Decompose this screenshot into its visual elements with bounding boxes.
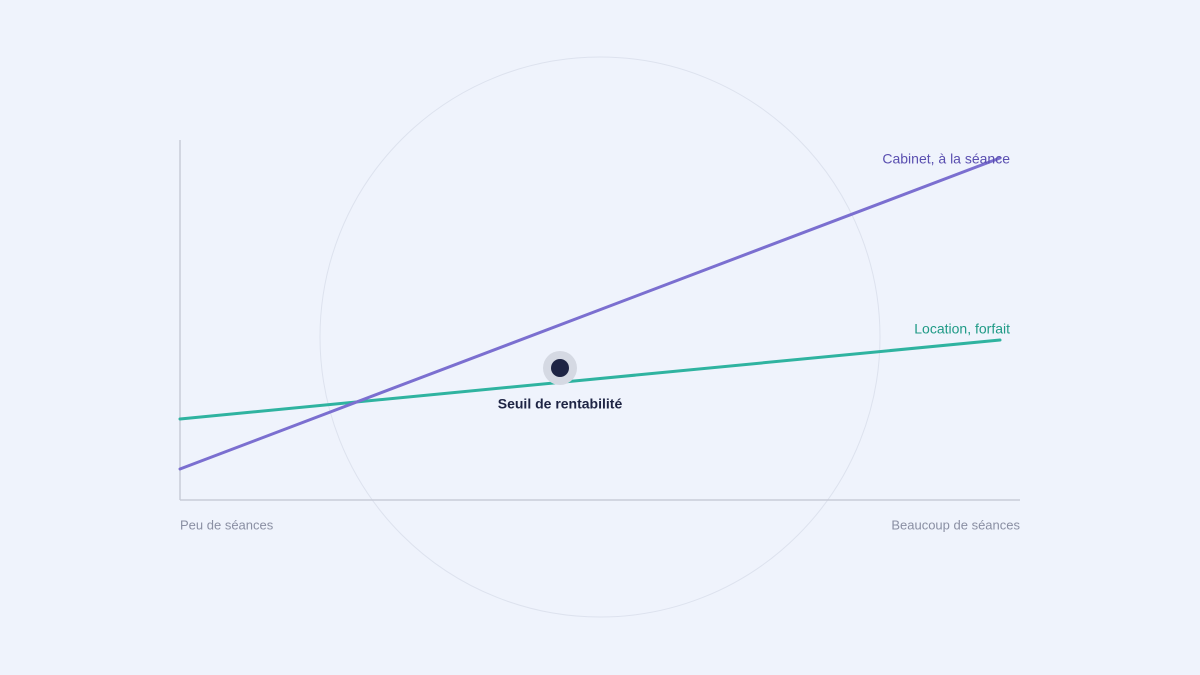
forfait-line xyxy=(178,338,1002,421)
point-label: Seuil de rentabilité xyxy=(498,396,623,412)
seance-line xyxy=(178,156,1002,471)
line-label: Cabinet, à la séance xyxy=(882,151,1010,167)
point xyxy=(551,359,569,377)
decor-circle xyxy=(319,56,881,618)
axis-label: Peu de séances xyxy=(180,517,274,532)
axis-label: Beaucoup de séances xyxy=(891,517,1020,532)
line-label: Location, forfait xyxy=(914,321,1010,337)
